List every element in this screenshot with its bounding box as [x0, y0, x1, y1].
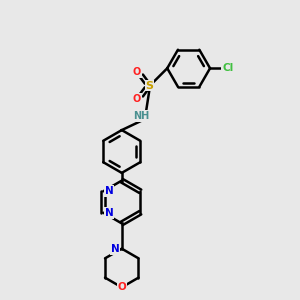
Text: S: S	[146, 80, 153, 91]
Text: N: N	[105, 208, 114, 218]
Text: N: N	[111, 244, 120, 254]
Text: Cl: Cl	[222, 63, 233, 73]
Text: N: N	[105, 186, 114, 196]
Text: O: O	[133, 67, 141, 77]
Text: O: O	[117, 282, 126, 292]
Text: NH: NH	[133, 111, 149, 121]
Text: O: O	[133, 94, 141, 104]
